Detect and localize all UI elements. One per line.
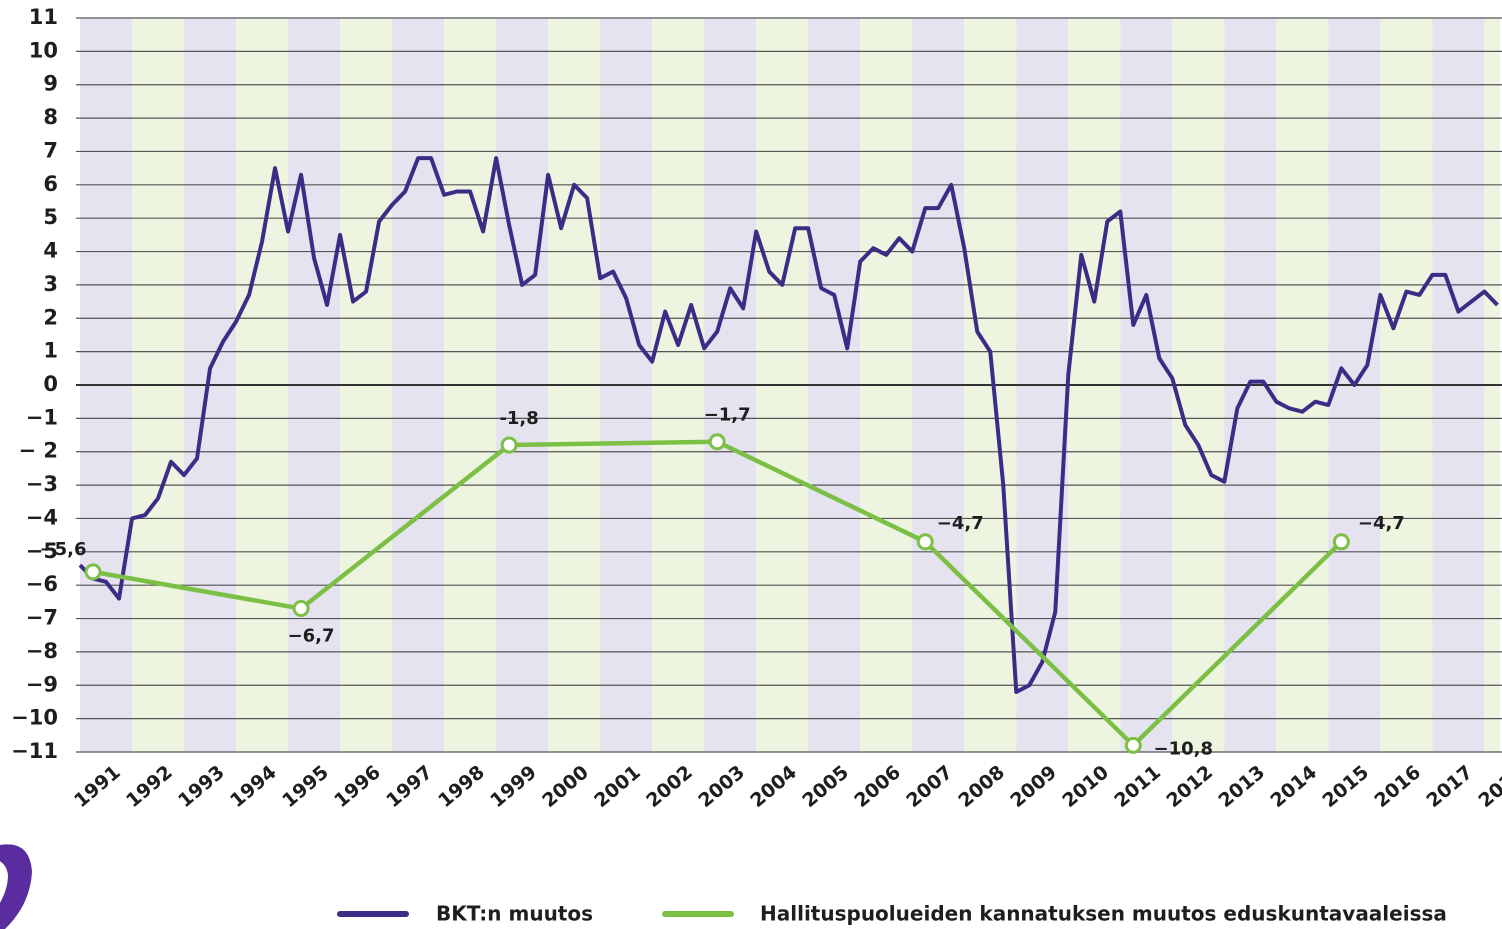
y-tick-label: 8	[43, 105, 58, 129]
y-tick-label: 9	[43, 72, 58, 96]
y-tick-label: − 2	[18, 439, 58, 463]
x-tick-label: 2014	[1266, 761, 1321, 812]
x-tick-label: 2001	[590, 761, 645, 812]
y-tick-label: −4	[26, 505, 58, 529]
value-label: −10,8	[1154, 738, 1214, 759]
y-tick-label: 1	[43, 339, 58, 363]
y-tick-label: 7	[43, 138, 58, 162]
y-tick-label: 10	[29, 38, 58, 62]
logo	[0, 844, 32, 929]
x-tick-label: 1992	[122, 761, 177, 812]
point-marker	[292, 600, 310, 618]
y-tick-label: −8	[26, 639, 58, 663]
point-marker	[1332, 533, 1350, 551]
y-tick-label: 0	[43, 372, 58, 396]
x-tick-label: 1994	[226, 761, 281, 812]
x-tick-label: 1998	[434, 761, 489, 812]
y-tick-label: 6	[43, 172, 58, 196]
y-tick-label: 3	[43, 272, 58, 296]
legend-label: BKT:n muutos	[436, 902, 593, 926]
y-tick-label: 2	[43, 305, 58, 329]
point-marker	[708, 433, 726, 451]
y-tick-label: −3	[26, 472, 58, 496]
x-tick-label: 2015	[1318, 761, 1373, 812]
y-tick-label: 5	[43, 205, 58, 229]
x-tick-label: 2013	[1214, 761, 1269, 812]
x-tick-label: 2005	[798, 761, 853, 812]
point-marker	[916, 533, 934, 551]
value-label: −4,7	[1358, 513, 1405, 534]
x-tick-label: 2003	[694, 761, 749, 812]
value-label: -1,8	[499, 408, 538, 429]
x-tick-label: 2012	[1162, 761, 1217, 812]
y-tick-label: −7	[26, 606, 58, 630]
x-tick-label: 2000	[538, 761, 593, 812]
marks	[78, 156, 1499, 754]
x-tick-label: 2009	[1006, 761, 1061, 812]
y-tick-label: 4	[43, 239, 58, 263]
value-label: −5,6	[40, 539, 87, 560]
y-tick-label: −10	[11, 706, 58, 730]
x-tick-label: 2011	[1110, 761, 1165, 812]
y-tick-label: −11	[11, 739, 58, 763]
y-tick-label: −5	[26, 539, 58, 563]
x-tick-label: 2016	[1370, 761, 1425, 812]
y-tick-label: −6	[26, 572, 58, 596]
x-tick-label: 1999	[486, 761, 541, 812]
x-tick-label: 1997	[382, 761, 437, 812]
value-label: −6,7	[288, 626, 335, 647]
point-marker	[500, 436, 518, 454]
x-tick-label: 1993	[174, 761, 229, 812]
x-tick-label: 2002	[642, 761, 697, 812]
point-marker	[84, 563, 102, 581]
x-tick-label: 1995	[278, 761, 333, 812]
x-tick-label: 2017	[1422, 761, 1477, 812]
x-tick-label: 1991	[70, 761, 125, 812]
value-label: −4,7	[937, 513, 984, 534]
x-tick-label: 2018	[1474, 761, 1502, 812]
point-marker	[1124, 736, 1142, 754]
y-tick-label: −1	[26, 405, 58, 429]
x-tick-label: 2007	[902, 761, 957, 812]
legend-label: Hallituspuolueiden kannatuksen muutos ed…	[760, 902, 1447, 926]
x-tick-label: 2006	[850, 761, 905, 812]
x-tick-label: 1996	[330, 761, 385, 812]
series-line	[78, 156, 1499, 694]
x-tick-label: 2008	[954, 761, 1009, 812]
x-tick-label: 2010	[1058, 761, 1113, 812]
y-tick-label: −9	[26, 672, 58, 696]
x-tick-label: 2004	[746, 761, 801, 812]
y-tick-label: 11	[29, 5, 58, 29]
value-label: −1,7	[704, 405, 751, 426]
